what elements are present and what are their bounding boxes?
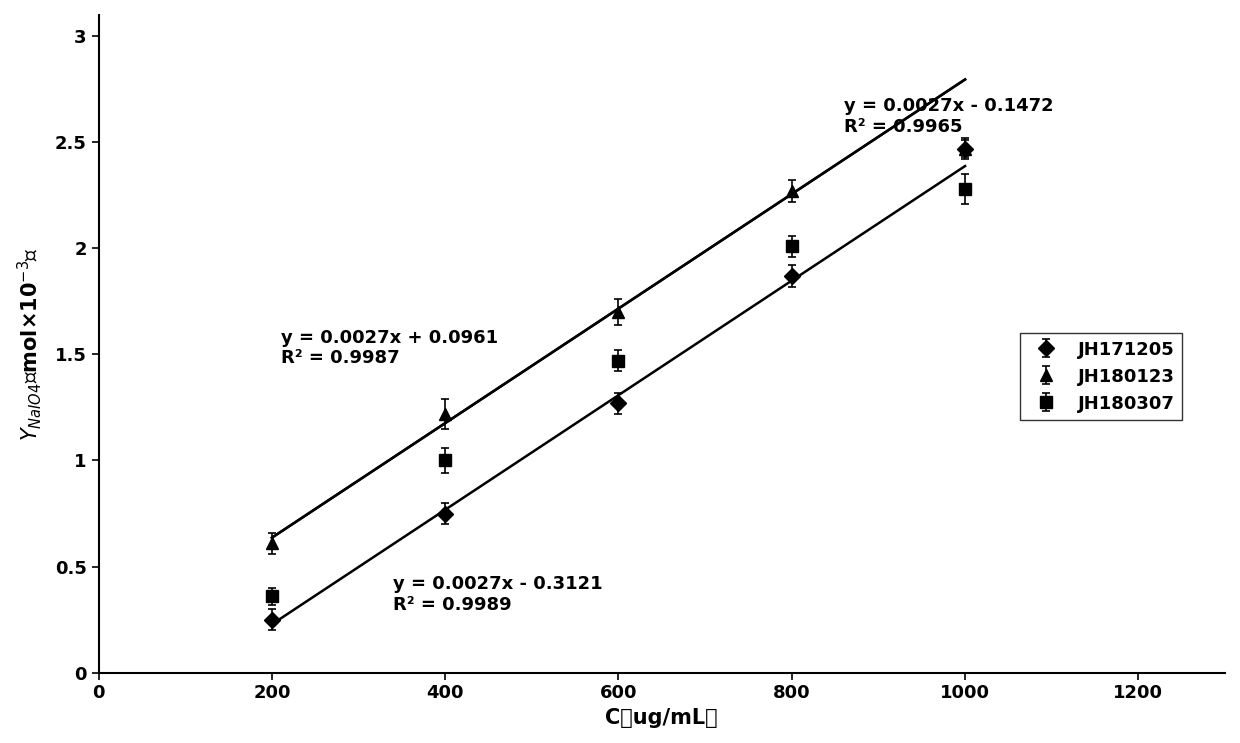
Text: y = 0.0027x - 0.3121
R² = 0.9989: y = 0.0027x - 0.3121 R² = 0.9989 bbox=[393, 575, 603, 614]
Y-axis label: $Y_{NaIO4}$（mol×10$^{-3}$）: $Y_{NaIO4}$（mol×10$^{-3}$） bbox=[15, 247, 43, 441]
Text: y = 0.0027x - 0.1472
R² = 0.9965: y = 0.0027x - 0.1472 R² = 0.9965 bbox=[843, 97, 1053, 136]
Text: y = 0.0027x + 0.0961
R² = 0.9987: y = 0.0027x + 0.0961 R² = 0.9987 bbox=[280, 328, 497, 368]
Legend: JH171205, JH180123, JH180307: JH171205, JH180123, JH180307 bbox=[1021, 334, 1182, 420]
X-axis label: C（ug/mL）: C（ug/mL） bbox=[605, 708, 718, 728]
